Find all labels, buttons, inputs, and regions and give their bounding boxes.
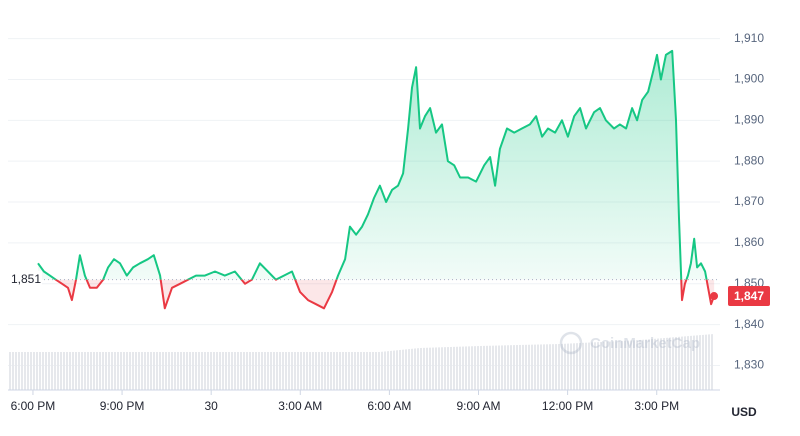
baseline-label: 1,851 [11, 272, 41, 286]
x-tick-label: 6:00 PM [11, 399, 56, 413]
area-above [38, 50, 715, 280]
x-tick-label: 9:00 AM [456, 399, 500, 413]
y-tick-label: 1,900 [734, 72, 764, 86]
watermark-logo [559, 331, 583, 355]
baseline-label-bg [8, 270, 42, 289]
watermark-text: CoinMarketCap [590, 335, 700, 352]
x-tick-label: 30 [204, 399, 218, 413]
x-tick-label: 12:00 PM [542, 399, 593, 413]
y-tick-label: 1,880 [734, 153, 764, 167]
last-point [710, 292, 719, 301]
x-tick-label: 3:00 AM [278, 399, 322, 413]
price-line-above [37, 49, 708, 280]
y-tick-label: 1,840 [734, 317, 764, 331]
y-tick-label: 1,860 [734, 235, 764, 249]
watermark: CoinMarketCap [559, 331, 700, 355]
volume-bars [8, 334, 714, 390]
y-tick-label: 1,830 [734, 358, 764, 372]
last-price-tag [728, 286, 770, 307]
volume [8, 334, 714, 390]
x-tick-label: 6:00 AM [367, 399, 411, 413]
x-tick-label: 3:00 PM [634, 399, 679, 413]
unit-label: USD [731, 405, 757, 419]
last-price-label: 1,847 [734, 289, 764, 303]
y-tick-label: 1,890 [734, 112, 764, 126]
x-tick-label: 9:00 PM [100, 399, 145, 413]
y-tick-label: 1,910 [734, 31, 764, 45]
y-tick-label: 1,870 [734, 194, 764, 208]
